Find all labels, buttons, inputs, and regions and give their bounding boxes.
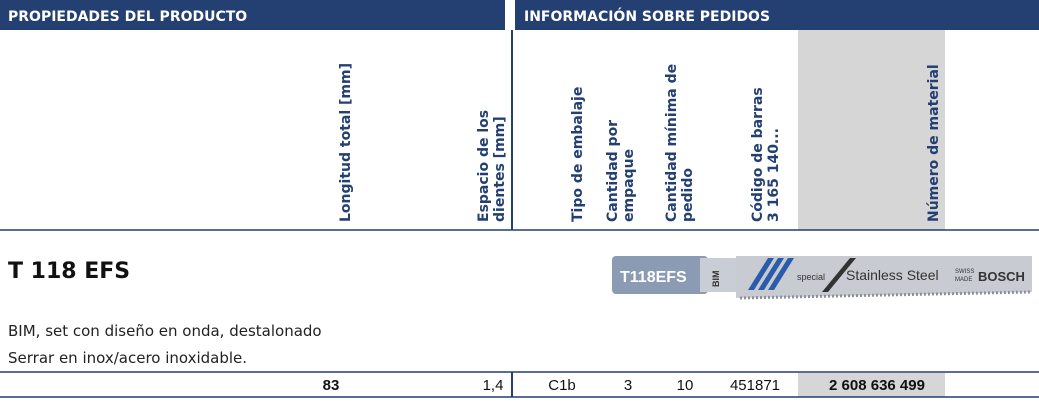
cell: 83 [323, 377, 340, 394]
blade-slash [822, 258, 856, 292]
blade-code: T118EFS [620, 269, 687, 286]
column-header: empaque [621, 149, 637, 222]
highlight-column [798, 30, 945, 230]
header-right: INFORMACIÓN SOBRE PEDIDOS [524, 7, 770, 25]
blade-origin: SWISS [955, 269, 974, 275]
blade-body [736, 256, 1032, 298]
column-header: Cantidad por [605, 120, 621, 222]
blade-brand: BOSCH [978, 269, 1025, 284]
cell: 3 [624, 377, 632, 394]
column-header: pedido [680, 168, 696, 222]
column-header: Tipo de embalaje [570, 87, 586, 222]
blade-teeth [739, 290, 1031, 300]
blade-steel: Stainless Steel [846, 267, 939, 283]
column-header: Cantidad mínima de [664, 64, 680, 222]
blade-shank [612, 256, 708, 294]
blade-shank [700, 258, 738, 292]
cell: 1,4 [483, 377, 504, 394]
blade-image: T118EFS BIM special Stainless Steel SWIS… [612, 256, 1032, 300]
cell: 10 [677, 377, 694, 394]
header-bar [0, 0, 505, 30]
blade-material: BIM [711, 271, 721, 288]
description: Serrar en inox/acero inoxidable. [8, 349, 247, 367]
product-title: T 118 EFS [8, 259, 130, 284]
cell: 451871 [730, 377, 780, 394]
cell: 2 608 636 499 [829, 377, 925, 394]
header-left: PROPIEDADES DEL PRODUCTO [8, 9, 247, 25]
column-header: dientes [mm] [492, 116, 508, 222]
cell: C1b [548, 377, 576, 394]
column-header: Espacio de los [476, 110, 492, 222]
blade-line: special [797, 272, 825, 282]
blade-stripes [748, 258, 794, 290]
blade-origin: MADE [955, 277, 972, 283]
header-bar [515, 0, 1039, 30]
column-header: Número de material [926, 64, 942, 222]
description: BIM, set con diseño en onda, destalonado [8, 322, 322, 340]
column-header: Código de barras [750, 87, 766, 222]
highlight-cell [798, 373, 945, 397]
column-header: 3 165 140... [766, 128, 782, 222]
column-header: Longitud total [mm] [338, 63, 354, 222]
